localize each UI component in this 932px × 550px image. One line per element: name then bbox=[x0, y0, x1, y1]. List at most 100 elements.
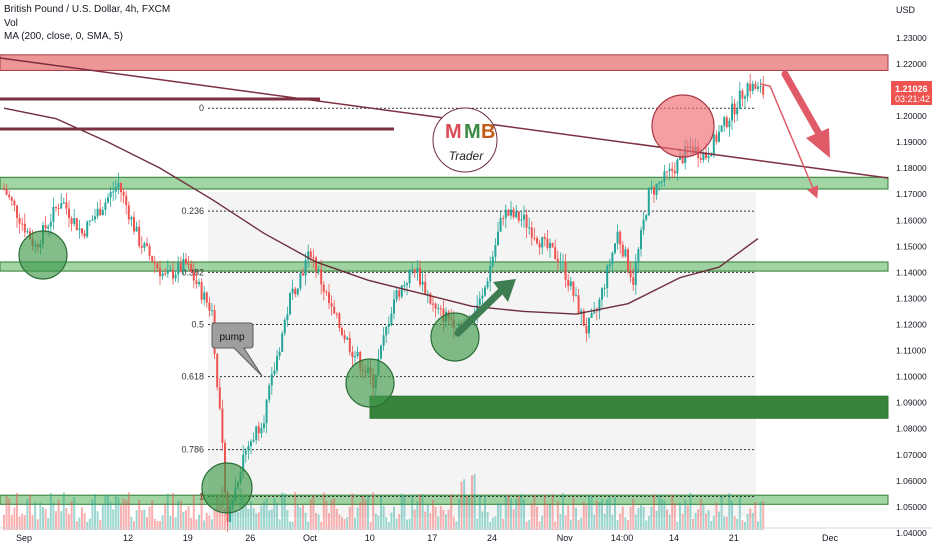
candle-body bbox=[525, 214, 528, 228]
projection-path[interactable] bbox=[759, 83, 819, 199]
volume-bar bbox=[29, 494, 31, 530]
volume-bar bbox=[720, 495, 723, 530]
symbol-title[interactable]: British Pound / U.S. Dollar, 4h, FXCM bbox=[4, 4, 171, 15]
volume-bar bbox=[263, 500, 265, 530]
volume-bar bbox=[629, 506, 632, 530]
candle-body bbox=[304, 260, 307, 276]
candle-body bbox=[255, 426, 258, 440]
candle-body bbox=[424, 281, 427, 295]
time-tick-8: Nov bbox=[557, 533, 574, 543]
price-tick-11: 1.12000 bbox=[896, 320, 927, 330]
candle-body bbox=[668, 168, 671, 172]
volume-bar bbox=[385, 517, 388, 530]
candle-body bbox=[179, 262, 182, 272]
volume-bar bbox=[634, 514, 637, 530]
time-tick-2: 19 bbox=[183, 533, 193, 543]
candle-body bbox=[88, 220, 91, 222]
time-axis[interactable]: Sep 12 19 26 Oct 10 17 24 Nov 14:00 14 21 Dec bbox=[0, 527, 932, 543]
candle-body bbox=[619, 231, 622, 245]
volume-bar bbox=[356, 507, 359, 530]
volume-bar bbox=[733, 516, 736, 530]
volume-bar bbox=[484, 495, 486, 530]
pump-callout[interactable]: pump bbox=[211, 322, 263, 377]
volume-bar bbox=[411, 494, 414, 530]
volume-legend[interactable]: Vol bbox=[4, 18, 18, 29]
candle-body bbox=[55, 206, 57, 208]
volume-bar bbox=[504, 495, 507, 530]
candle-body bbox=[608, 264, 611, 267]
volume-bar bbox=[242, 496, 245, 530]
volume-bar bbox=[169, 515, 172, 530]
volume-bar bbox=[122, 498, 125, 530]
candle-body bbox=[645, 215, 648, 220]
volume-bar bbox=[94, 494, 96, 530]
volume-bar bbox=[632, 499, 635, 530]
volume-bar bbox=[325, 500, 328, 530]
candle-body bbox=[49, 221, 52, 227]
volume-bar bbox=[668, 514, 671, 530]
volume-bar bbox=[372, 492, 375, 530]
volume-bar bbox=[320, 521, 323, 530]
volume-bar bbox=[577, 520, 580, 530]
price-tick-8: 1.15000 bbox=[896, 241, 927, 251]
volume-bar bbox=[211, 519, 213, 530]
candle-body bbox=[380, 345, 382, 359]
volume-bar bbox=[60, 511, 63, 530]
price-axis[interactable]: 1.230001.220001.210001.200001.190001.180… bbox=[889, 0, 932, 538]
candle-body bbox=[143, 243, 146, 248]
volume-bar bbox=[354, 517, 356, 530]
volume-bar bbox=[125, 500, 128, 530]
volume-bar bbox=[575, 508, 577, 530]
volume-bar bbox=[611, 514, 614, 530]
pump-label: pump bbox=[219, 332, 244, 343]
volume-bar bbox=[322, 492, 325, 530]
candle-body bbox=[109, 191, 112, 198]
support-circle-oct[interactable] bbox=[345, 358, 395, 408]
volume-bar bbox=[307, 521, 310, 530]
support-circle-sep[interactable] bbox=[18, 230, 68, 280]
ma-legend[interactable]: MA (200, close, 0, SMA, 5) bbox=[4, 31, 123, 42]
volume-bar bbox=[244, 502, 247, 530]
candle-body bbox=[546, 238, 549, 248]
candle-body bbox=[104, 202, 107, 210]
zones-layer bbox=[0, 54, 889, 505]
candle-body bbox=[718, 131, 720, 142]
volume-bar bbox=[133, 521, 135, 530]
volume-bar bbox=[598, 502, 601, 530]
candle-body bbox=[26, 231, 29, 233]
volume-bar bbox=[754, 501, 757, 530]
volume-bar bbox=[200, 492, 203, 530]
candle-body bbox=[309, 251, 312, 258]
volume-bar bbox=[723, 516, 726, 530]
volume-bar bbox=[434, 506, 437, 530]
candle-body bbox=[117, 183, 120, 188]
candle-body bbox=[551, 242, 554, 248]
candle-body bbox=[385, 326, 388, 336]
volume-bar bbox=[380, 496, 382, 530]
logo-word: Trader bbox=[449, 149, 484, 163]
candle-body bbox=[653, 187, 655, 195]
candle-body bbox=[593, 309, 596, 314]
candle-body bbox=[569, 281, 572, 286]
candle-body bbox=[751, 83, 754, 91]
volume-bar bbox=[312, 495, 315, 530]
support-circle-low[interactable] bbox=[201, 462, 253, 514]
volume-bar bbox=[608, 497, 611, 530]
volume-bar bbox=[424, 511, 427, 530]
candle-body bbox=[554, 247, 557, 259]
bullish-arrow[interactable] bbox=[454, 279, 516, 337]
resistance-circle-nov[interactable] bbox=[651, 94, 715, 158]
volume-bar bbox=[205, 512, 208, 530]
price-tick-10: 1.13000 bbox=[896, 293, 927, 303]
candle-body bbox=[322, 284, 325, 292]
volume-bar bbox=[684, 499, 687, 530]
candle-body bbox=[190, 264, 193, 273]
candle-body bbox=[757, 86, 759, 89]
candle-body bbox=[616, 231, 619, 244]
candle-body bbox=[543, 237, 546, 239]
candle-body bbox=[510, 209, 512, 216]
bearish-arrow[interactable] bbox=[781, 70, 830, 158]
candle-body bbox=[257, 426, 260, 434]
volume-bar bbox=[73, 497, 76, 530]
